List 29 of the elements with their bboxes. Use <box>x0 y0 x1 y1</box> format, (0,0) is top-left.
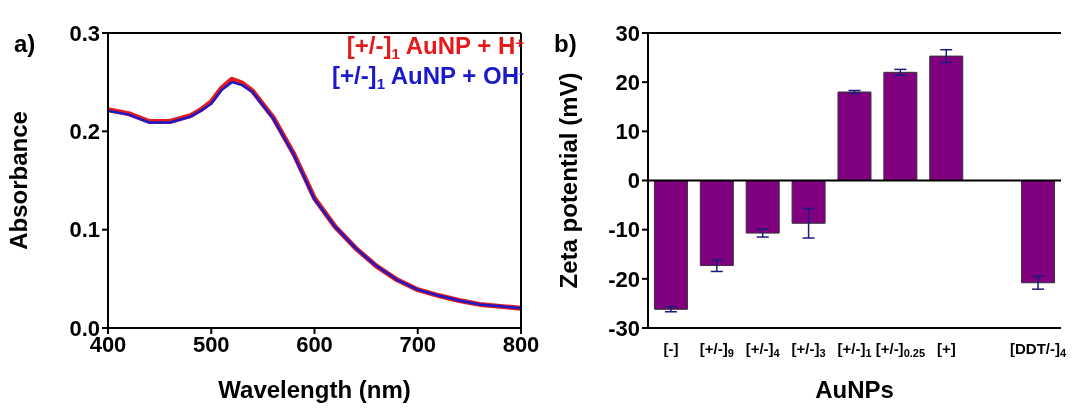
y-tick-label: -10 <box>608 217 640 243</box>
y-tick-label: 0.1 <box>69 217 100 243</box>
x-tick-label: 800 <box>502 331 540 357</box>
x-tick-label: [+/-]$_{1}$ <box>837 340 872 360</box>
x-tick-label: [-] <box>663 340 679 357</box>
x-tick-label: [+/-]$_{4}$ <box>745 340 781 360</box>
x-tick-label: 600 <box>296 331 333 357</box>
x-tick-label: 700 <box>399 331 437 357</box>
y-tick-label: 10 <box>615 119 640 145</box>
x-axis-title: Wavelength (nm) <box>218 376 411 403</box>
text: b) <box>554 30 577 58</box>
y-axis-title: Zeta potential (mV) <box>554 72 582 289</box>
y-tick-label: 0 <box>627 168 640 194</box>
x-tick-label: 500 <box>192 331 230 357</box>
y-axis-title: Absorbance <box>4 111 32 250</box>
text: [+/-]$_{1}$ AuNP + OH$^{-}$ <box>331 62 524 92</box>
x-tick-label: [+/-]$_{0.25}$ <box>875 340 926 360</box>
y-tick-label: 0.3 <box>69 20 100 46</box>
y-tick-label: 20 <box>615 69 640 95</box>
y-tick-label: 0.2 <box>69 119 100 145</box>
y-tick-label: -20 <box>608 266 640 292</box>
x-tick-label: [+] <box>936 340 956 357</box>
x-tick-label: [+/-]$_{9}$ <box>699 340 734 360</box>
x-axis-title: AuNPs <box>815 376 894 403</box>
x-tick-label: [DDT/-]$_{4}$ <box>1010 340 1067 360</box>
text: a) <box>14 30 36 58</box>
y-tick-label: -30 <box>608 315 640 341</box>
y-tick-label: 30 <box>615 20 640 46</box>
x-tick-label: [+/-]$_{3}$ <box>791 340 826 360</box>
